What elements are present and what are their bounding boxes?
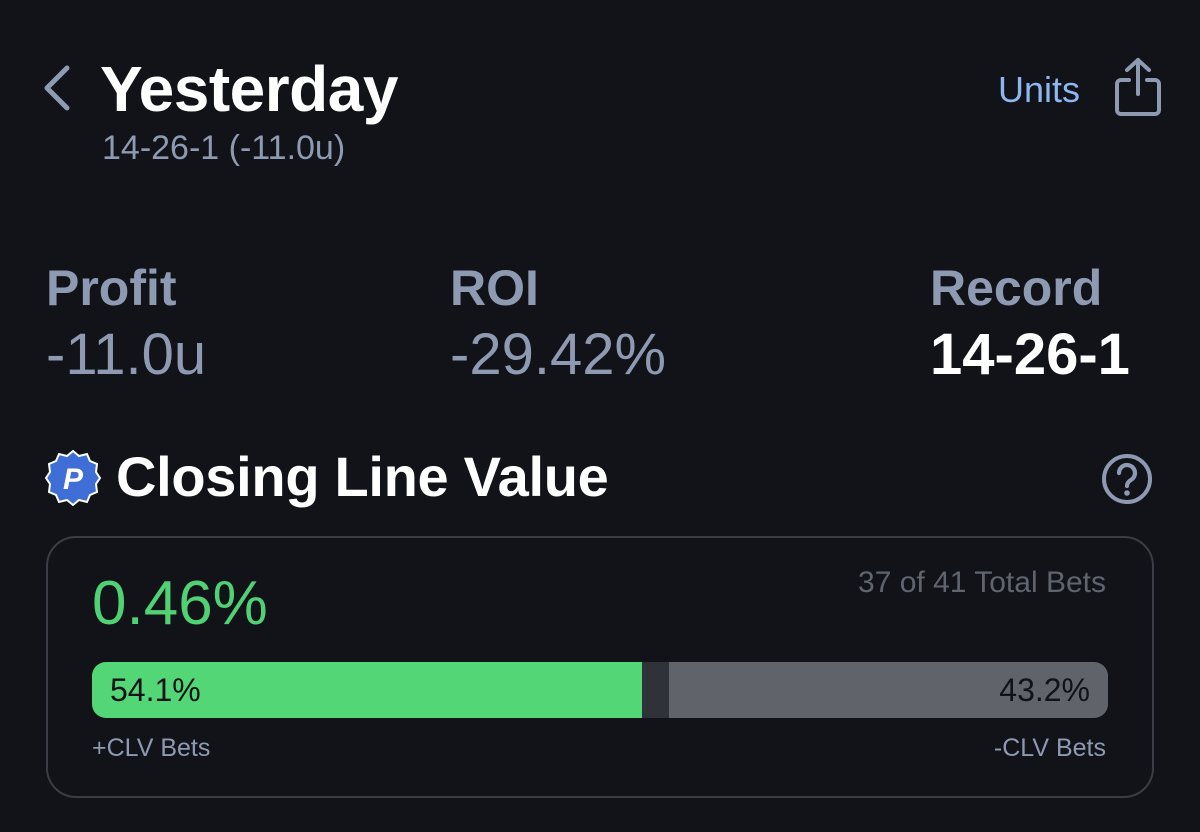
- page-subtitle: 14-26-1 (-11.0u): [102, 129, 346, 167]
- share-icon: [1115, 58, 1161, 116]
- question-circle-icon: [1102, 454, 1152, 504]
- clv-split-bar: 54.1% 43.2%: [92, 662, 1108, 718]
- stat-record-value: 14-26-1: [930, 322, 1130, 387]
- positive-clv-caption: +CLV Bets: [92, 734, 211, 762]
- negative-clv-percent: 43.2%: [999, 671, 1090, 708]
- clv-card: [46, 536, 1154, 798]
- share-button[interactable]: [1106, 52, 1170, 122]
- page-title: Yesterday: [100, 53, 398, 125]
- stat-profit-value: -11.0u: [46, 322, 207, 387]
- chevron-left-icon: [44, 65, 70, 111]
- units-button[interactable]: Units: [997, 69, 1080, 110]
- clv-title: Closing Line Value: [116, 445, 609, 508]
- positive-clv-percent: 54.1%: [110, 671, 201, 708]
- negative-clv-bar: 43.2%: [669, 662, 1108, 718]
- back-button[interactable]: [30, 58, 84, 118]
- stat-record-label: Record: [930, 260, 1103, 316]
- p-badge-icon: P: [44, 449, 102, 507]
- help-button[interactable]: [1100, 452, 1154, 506]
- stat-roi-value: -29.42%: [450, 322, 667, 387]
- badge-letter: P: [63, 463, 84, 496]
- stat-profit: Profit -11.0u: [46, 258, 206, 390]
- stat-roi-label: ROI: [450, 260, 539, 316]
- negative-clv-caption: -CLV Bets: [993, 734, 1106, 762]
- stat-record: Record 14-26-1: [930, 258, 1130, 390]
- clv-value: 0.46%: [92, 569, 268, 638]
- stat-profit-label: Profit: [46, 260, 177, 316]
- total-bets-count: 37 of 41 Total Bets: [858, 566, 1106, 599]
- positive-clv-bar: 54.1%: [92, 662, 642, 718]
- stat-roi: ROI -29.42%: [450, 258, 666, 390]
